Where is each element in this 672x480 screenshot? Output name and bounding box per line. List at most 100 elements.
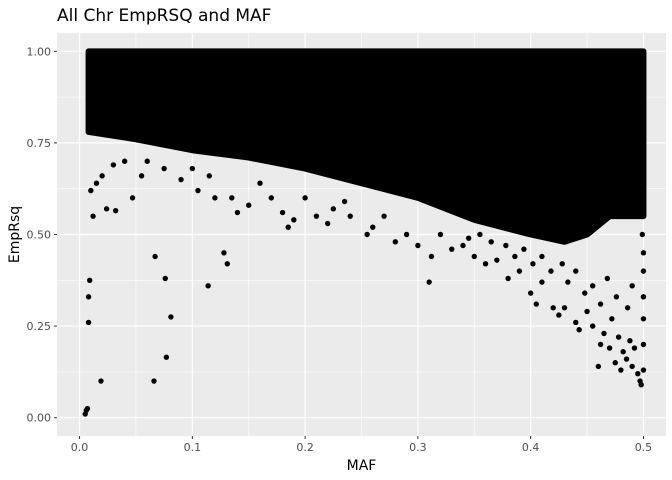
- data-point: [640, 316, 647, 322]
- y-tick-label: 0.75: [27, 137, 52, 150]
- data-point: [162, 275, 168, 282]
- data-point: [88, 187, 94, 194]
- data-point: [121, 158, 128, 164]
- data-point: [582, 290, 588, 296]
- data-point: [477, 231, 483, 238]
- x-tick-label: 0.5: [635, 441, 653, 454]
- data-point: [205, 283, 211, 289]
- data-point: [138, 173, 145, 179]
- data-point: [168, 314, 174, 320]
- data-point: [533, 301, 540, 307]
- data-point: [347, 213, 353, 219]
- data-point: [212, 195, 218, 201]
- data-point: [460, 242, 466, 249]
- x-tick-label: 0.0: [71, 441, 89, 454]
- data-point: [565, 279, 571, 285]
- data-point: [556, 312, 562, 318]
- data-point: [93, 180, 100, 186]
- data-point: [640, 250, 647, 256]
- data-point: [449, 246, 455, 252]
- data-point: [635, 371, 641, 377]
- data-point: [505, 275, 511, 282]
- data-point: [426, 279, 432, 285]
- data-point: [370, 224, 376, 230]
- data-point: [637, 202, 643, 208]
- data-point: [110, 162, 117, 168]
- data-point: [640, 367, 647, 373]
- dense-region-mass: [85, 48, 647, 245]
- data-point: [609, 316, 615, 322]
- x-axis-title: MAF: [347, 458, 377, 474]
- data-point: [206, 173, 212, 179]
- data-point: [503, 242, 509, 249]
- dense-point-region: [85, 48, 647, 245]
- data-point: [163, 354, 170, 360]
- data-point: [597, 301, 604, 307]
- data-point: [573, 319, 579, 326]
- x-tick-label: 0.4: [522, 441, 540, 454]
- data-point: [606, 345, 613, 351]
- data-point: [257, 180, 263, 186]
- data-point: [613, 294, 620, 300]
- data-point: [615, 334, 622, 340]
- data-point: [612, 360, 618, 366]
- data-point: [85, 319, 92, 326]
- data-point: [403, 231, 410, 238]
- y-axis-ticks: 0.00 0.25 0.50 0.75 1.00: [27, 45, 57, 425]
- data-point: [629, 363, 635, 370]
- data-point: [618, 367, 624, 373]
- data-point: [90, 213, 96, 219]
- data-point: [584, 308, 590, 315]
- data-point: [87, 277, 93, 283]
- y-tick-label: 0.00: [27, 412, 52, 425]
- x-tick-label: 0.2: [296, 441, 314, 454]
- y-tick-label: 0.25: [27, 320, 52, 333]
- data-point: [512, 253, 518, 260]
- data-point: [516, 268, 523, 274]
- data-point: [601, 330, 607, 337]
- data-point: [548, 268, 554, 274]
- data-points: [82, 151, 647, 417]
- data-point: [364, 231, 370, 238]
- data-point: [178, 176, 184, 183]
- data-point: [229, 195, 235, 201]
- data-point: [636, 184, 642, 190]
- data-point: [103, 206, 110, 212]
- data-point: [330, 206, 337, 212]
- y-tick-label: 0.50: [27, 229, 52, 242]
- data-point: [99, 173, 105, 179]
- data-point: [559, 261, 565, 267]
- data-point: [279, 209, 286, 216]
- data-point: [84, 405, 91, 412]
- data-point: [302, 195, 308, 201]
- data-point: [85, 294, 92, 300]
- data-point: [268, 195, 274, 201]
- data-point: [437, 231, 444, 238]
- data-point: [530, 261, 536, 267]
- data-point: [381, 213, 387, 219]
- data-point: [629, 283, 635, 289]
- data-point: [639, 231, 646, 238]
- x-tick-label: 0.1: [184, 441, 202, 454]
- y-tick-label: 1.00: [27, 45, 52, 58]
- data-point: [285, 224, 291, 230]
- data-point: [195, 187, 201, 194]
- data-point: [637, 151, 643, 157]
- data-point: [640, 341, 647, 348]
- y-axis-title: EmpRsq: [7, 206, 23, 263]
- data-point: [627, 338, 633, 344]
- data-point: [604, 275, 611, 282]
- data-point: [561, 305, 568, 311]
- data-point: [98, 378, 104, 384]
- data-point: [589, 323, 596, 329]
- data-point: [291, 217, 297, 223]
- data-point: [415, 242, 421, 249]
- data-point: [589, 283, 596, 289]
- data-point: [638, 382, 644, 388]
- data-point: [623, 356, 630, 362]
- data-point: [576, 327, 582, 333]
- data-point: [527, 290, 534, 296]
- data-point: [620, 349, 626, 355]
- data-point: [573, 268, 579, 274]
